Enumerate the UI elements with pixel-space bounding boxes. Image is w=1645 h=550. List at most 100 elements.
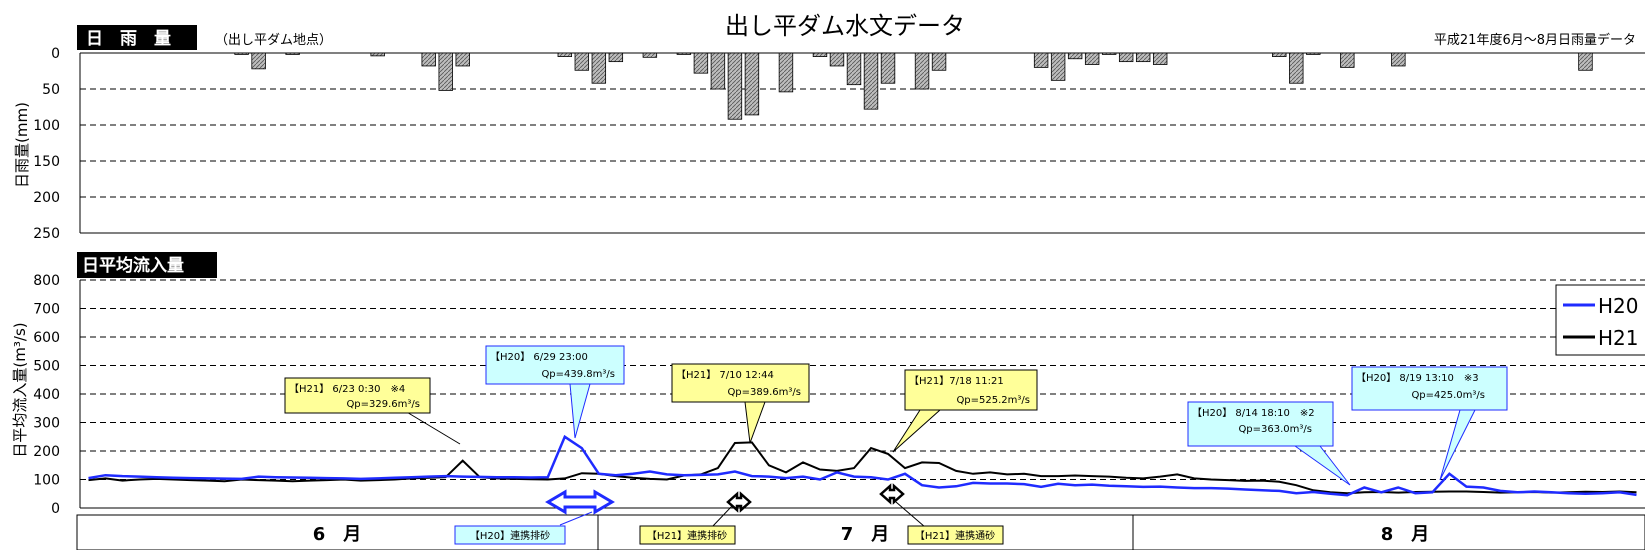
callout-h21-0710-line2: Qp=389.6m³/s [727,387,801,398]
callout-h21-0718 [892,369,1038,453]
rain-bar [778,52,794,93]
flow-y-tick-label: 600 [33,330,60,346]
chart-title: 出し平ダム水文データ [725,12,965,40]
rain-y-axis-label: 日雨量(mm) [13,102,31,188]
rain-y-tick-label: 0 [51,46,60,62]
rain-panel-label: 日 雨 量 [86,28,171,49]
rain-bar [285,52,300,55]
rain-bar [744,52,760,116]
rain-bar [438,52,453,91]
rain-bar [1118,52,1134,63]
rain-bar [591,52,607,84]
rain-bar [1578,52,1593,71]
callout-h20-0814-line2: Qp=363.0m³/s [1238,424,1312,435]
rain-bar [1084,52,1100,65]
legend-label-h20: H20 [1598,294,1639,318]
flow-panel-label-box [77,252,217,278]
rain-bar [370,52,385,57]
rain-period-note: 平成21年度6月～8月日雨量データ [1434,32,1636,48]
callout-h21-0710-line1: 【H21】 7/10 12:44 [676,369,774,381]
event-box-h20 [454,525,566,545]
rain-bar [727,52,743,120]
flow-panel-label: 日平均流入量 [82,255,184,276]
rain-bar [234,52,249,55]
rain-bar [880,52,896,84]
rain-bar [863,52,879,110]
legend [1555,284,1645,356]
rain-y-tick-label: 200 [33,190,60,206]
callout-h20-0629-line1: 【H20】 6/29 23:00 [490,351,588,363]
rain-bar [693,52,709,74]
rain-bar [1067,52,1083,60]
flow-y-tick-label: 500 [33,359,60,375]
callout-h20-0819-line1: 【H20】 8/19 13:10 ※3 [1356,372,1479,384]
rain-bar [676,52,692,55]
rain-bar [812,52,828,57]
callout-h20-0629-line2: Qp=439.8m³/s [541,369,615,380]
rain-panel-label-box [77,25,197,50]
event-arrow-h21-pass [879,483,926,528]
rain-bar [642,52,658,58]
rain-bar [574,52,590,71]
legend-label-h21: H21 [1598,326,1639,350]
month-label-aug: 8 月 [1381,524,1430,545]
rain-y-tick-label: 50 [42,82,60,98]
rain-bar [557,52,573,57]
rain-bar [846,52,862,86]
rain-bar [914,52,930,90]
rain-bar [829,52,845,67]
month-label-jul: 7 月 [841,524,890,545]
callout-h20-0819-line2: Qp=425.0m³/s [1411,390,1485,401]
rain-y-ticks: 0 50 100 150 200 250 [33,46,60,242]
month-axis [76,514,1645,550]
rain-bar [251,52,266,70]
callout-h21-0623-line2: Qp=329.6m³/s [346,399,420,410]
event-label-h20: 【H20】連携排砂 [470,529,550,542]
rain-bar [421,52,436,67]
callout-h20-0814-line1: 【H20】 8/14 18:10 ※2 [1192,407,1315,419]
rain-bar [1101,52,1117,55]
rain-y-tick-label: 100 [33,118,60,134]
rain-bar [1340,52,1355,68]
rain-bar [1050,52,1066,81]
rain-bar [1033,52,1049,68]
callout-h21-0718-line1: 【H21】7/18 11:21 [909,375,1004,387]
rain-station-note: （出し平ダム地点） [215,33,332,48]
rain-bars [234,52,1593,120]
rain-bar [1152,52,1168,65]
event-box-h21-flush [639,525,736,545]
event-box-h21-pass [907,525,1004,545]
flow-y-ticks: 0 100 200 300 400 500 600 700 800 [33,273,60,517]
month-label-jun: 6 月 [313,524,362,545]
rain-bar [1135,52,1151,63]
rain-bar [710,52,726,90]
flow-y-tick-label: 100 [33,473,60,489]
event-arrow-h21-flush [711,491,752,528]
flow-y-axis-label: 日平均流入量(m³/s) [11,322,29,457]
rain-y-tick-label: 150 [33,154,60,170]
flow-y-tick-label: 400 [33,387,60,403]
event-label-h21-pass: 【H21】連携通砂 [915,529,995,542]
rain-bar [1272,52,1287,57]
series-line-h20 [88,434,1637,497]
flow-y-tick-label: 0 [51,501,60,517]
flow-y-tick-label: 700 [33,302,60,318]
callout-h20-0629 [485,345,625,439]
rain-grid [79,52,1645,234]
callout-h21-0623-line1: 【H21】 6/23 0:30 ※4 [289,383,405,395]
callout-h20-0814 [1187,401,1351,486]
flow-y-tick-label: 300 [33,416,60,432]
rain-bar [931,52,947,71]
callout-h20-0819 [1351,366,1508,481]
callout-h21-0623 [284,377,461,445]
callout-h21-0718-line2: Qp=525.2m³/s [956,395,1030,406]
event-label-h21-flush: 【H21】連携排砂 [647,529,727,542]
callout-h21-0710 [671,363,810,444]
flow-y-tick-label: 200 [33,444,60,460]
rain-bar [1289,52,1304,84]
rain-bar [608,52,624,63]
event-arrow-h20-sediment [545,489,615,526]
rain-bar [455,52,470,67]
rain-bar [1391,52,1406,67]
